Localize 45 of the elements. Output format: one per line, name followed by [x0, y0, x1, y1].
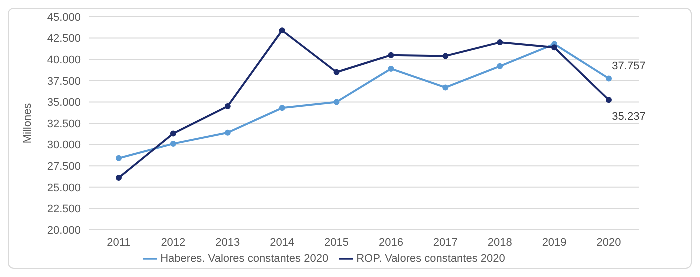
data-label: 37.757: [612, 60, 646, 73]
y-tick-label: 40.000: [47, 54, 81, 67]
x-tick-label: 2019: [542, 236, 567, 249]
point: [606, 97, 612, 104]
x-tick-label: 2015: [324, 236, 350, 249]
point: [170, 140, 176, 147]
y-tick-label: 25.000: [47, 182, 81, 194]
point: [170, 130, 176, 137]
x-tick-label: 2011: [107, 236, 131, 249]
y-tick-label: 20.000: [47, 224, 81, 237]
point: [497, 63, 504, 70]
point: [334, 69, 340, 76]
y-tick-label: 35.000: [47, 97, 81, 110]
y-tick-label: 42.500: [47, 33, 81, 46]
x-tick-label: 2017: [433, 236, 458, 249]
y-tick-label: 45.000: [47, 12, 81, 24]
y-tick-label: 27.500: [47, 161, 81, 174]
legend-label: ROP. Valores constantes 2020: [356, 252, 506, 265]
point: [279, 105, 286, 112]
point: [497, 40, 504, 46]
x-tick-label: 2013: [216, 236, 240, 249]
x-tick-label: 2016: [378, 236, 404, 249]
x-tick-label: 2014: [270, 236, 295, 249]
y-tick-label: 30.000: [47, 140, 81, 152]
data-label: 35.237: [612, 111, 646, 124]
x-tick-label: 2020: [596, 236, 622, 249]
point: [552, 44, 558, 51]
point: [279, 28, 286, 34]
x-tick-label: 2018: [488, 236, 512, 249]
x-tick-label: 2012: [161, 236, 186, 249]
point: [388, 52, 394, 58]
y-axis-title: Millones: [22, 102, 34, 144]
point: [116, 155, 122, 162]
point: [388, 66, 394, 72]
point: [224, 130, 231, 136]
point: [606, 76, 612, 82]
y-tick-label: 37.500: [47, 76, 81, 88]
point: [224, 103, 231, 110]
legend-label: Haberes. Valores constantes 2020: [160, 252, 329, 265]
point: [442, 84, 449, 91]
y-tick-label: 22.500: [47, 204, 81, 216]
point: [334, 99, 340, 106]
y-tick-label: 32.500: [47, 118, 81, 130]
point: [442, 53, 449, 60]
point: [116, 175, 122, 182]
